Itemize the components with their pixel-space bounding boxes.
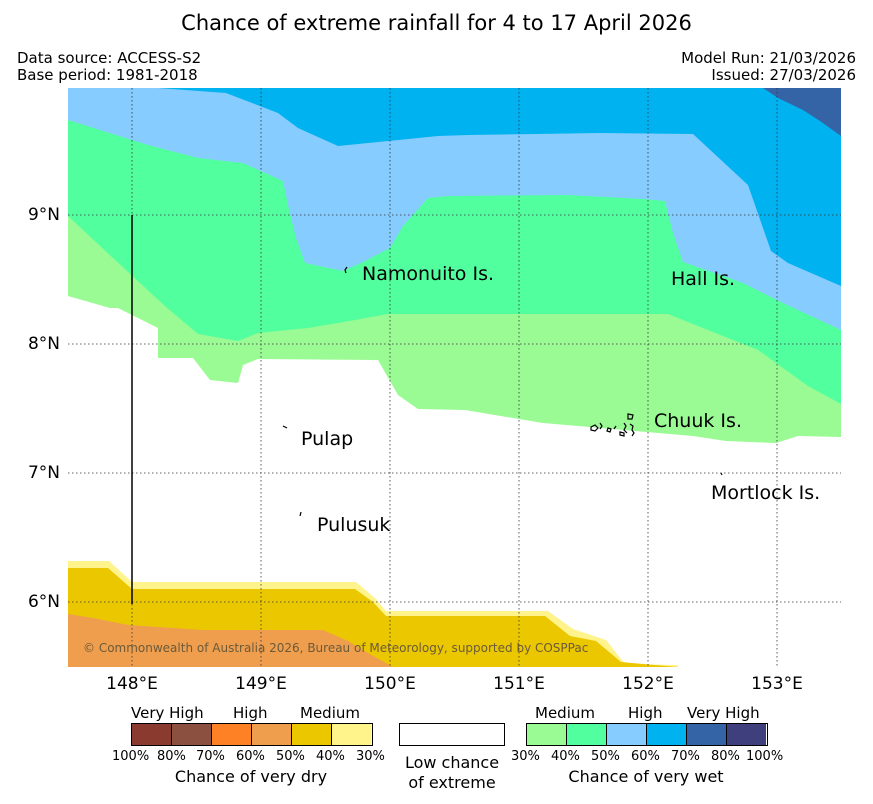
wet-color-scale <box>526 723 768 746</box>
wet-pct-100: 100% <box>746 749 784 764</box>
dry-pct-60: 60% <box>236 749 265 764</box>
lon-label-148e: 148°E <box>106 674 158 694</box>
lon-label-153e: 153°E <box>751 674 803 694</box>
low-chance-swatch <box>399 723 505 746</box>
dry-swatch-80-70 <box>172 724 212 745</box>
dry-pct-40: 40% <box>316 749 345 764</box>
wet-swatch-70-80 <box>687 724 727 745</box>
lat-label-8n: 8°N <box>27 334 60 354</box>
lat-label-7n: 7°N <box>27 463 60 483</box>
island-outlines <box>282 266 723 517</box>
wet-legend-caption: Chance of very wet <box>568 767 724 786</box>
dry-legend-medium: Medium <box>300 704 360 722</box>
lon-label-149e: 149°E <box>235 674 287 694</box>
dry-pct-30: 30% <box>356 749 385 764</box>
wet-legend-high: High <box>628 704 663 722</box>
dry-swatch-40-30 <box>332 724 371 745</box>
wet-swatch-50-60 <box>607 724 647 745</box>
dry-swatch-100-80 <box>132 724 172 745</box>
dry-legend-caption: Chance of very dry <box>174 767 328 786</box>
dry-pct-100: 100% <box>112 749 150 764</box>
lon-label-150e: 150°E <box>364 674 416 694</box>
low-chance-caption-line2: of extreme <box>408 773 496 792</box>
wet-swatch-80-100 <box>727 724 766 745</box>
wet-legend-medium: Medium <box>535 704 595 722</box>
dry-pct-70: 70% <box>196 749 225 764</box>
wet-pct-40: 40% <box>551 749 580 764</box>
issued-text: Issued: 27/03/2026 <box>711 66 856 84</box>
island-label-chuuk: Chuuk Is. <box>654 410 742 432</box>
rainfall-map <box>68 88 841 667</box>
data-source-text: Data source: ACCESS-S2 <box>17 49 202 67</box>
model-run-text: Model Run: 21/03/2026 <box>681 49 856 67</box>
island-label-pulusuk: Pulusuk <box>317 514 391 536</box>
dry-legend-very-high: Very High <box>131 704 204 722</box>
dry-legend-high: High <box>233 704 268 722</box>
island-label-namonuito: Namonuito Is. <box>362 263 495 285</box>
dry-color-scale <box>131 723 373 746</box>
island-label-pulap: Pulap <box>301 428 354 450</box>
wet-pct-70: 70% <box>671 749 700 764</box>
base-period-text: Base period: 1981-2018 <box>17 66 198 84</box>
wet-swatch-40-50 <box>567 724 607 745</box>
dry-pct-50: 50% <box>276 749 305 764</box>
wet-70-band <box>763 88 841 136</box>
graticule <box>68 88 841 667</box>
wet-60-band <box>158 88 841 286</box>
wet-pct-60: 60% <box>631 749 660 764</box>
island-label-mortlock: Mortlock Is. <box>711 482 821 504</box>
wet-swatch-30-40 <box>527 724 567 745</box>
dry-pct-80: 80% <box>157 749 186 764</box>
lat-label-9n: 9°N <box>27 205 60 225</box>
lon-label-151e: 151°E <box>493 674 545 694</box>
island-label-hall: Hall Is. <box>671 268 736 290</box>
wet-legend-very-high: Very High <box>687 704 760 722</box>
copyright-text: © Commonwealth of Australia 2026, Bureau… <box>83 641 589 655</box>
dry-high-band <box>68 614 393 667</box>
dry-swatch-70-60 <box>212 724 252 745</box>
lat-label-6n: 6°N <box>27 592 60 612</box>
low-chance-caption-line1: Low chance <box>404 753 500 772</box>
wet-pct-50: 50% <box>591 749 620 764</box>
wet-pct-80: 80% <box>711 749 740 764</box>
dry-swatch-60-50 <box>252 724 292 745</box>
lon-label-152e: 152°E <box>622 674 674 694</box>
map-title: Chance of extreme rainfall for 4 to 17 A… <box>181 11 692 35</box>
wet-swatch-60-70 <box>647 724 687 745</box>
wet-pct-30: 30% <box>511 749 540 764</box>
dry-swatch-50-40 <box>292 724 332 745</box>
